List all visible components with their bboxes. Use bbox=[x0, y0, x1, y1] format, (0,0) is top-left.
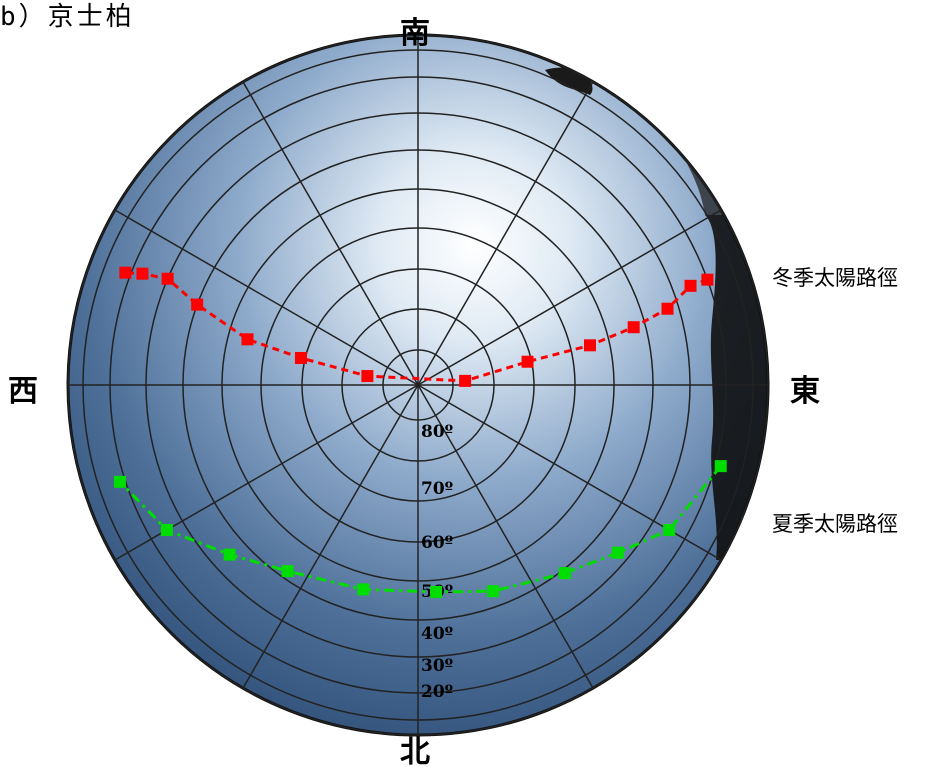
summer-sun-position-point-8 bbox=[294, 351, 307, 364]
summer-sun-position-point-2 bbox=[661, 302, 674, 315]
winter-sun-position-point-1 bbox=[663, 524, 676, 536]
summer-sun-position-line bbox=[125, 271, 708, 383]
winter-sun-position-point-2 bbox=[611, 546, 624, 559]
winter-sun-position-point-7 bbox=[281, 565, 294, 578]
figure-caption: b）京士柏 bbox=[0, 2, 135, 32]
summer-sun-position-point-13 bbox=[119, 266, 132, 279]
summer-sun-path bbox=[119, 266, 714, 387]
winter-sun-position-point-4 bbox=[487, 585, 500, 598]
winter-sun-position-point-6 bbox=[357, 583, 370, 596]
ring-label-0: 80º bbox=[421, 422, 453, 442]
winter-sun-path bbox=[113, 460, 727, 598]
summer-sun-position-point-1 bbox=[684, 279, 697, 292]
direction-east: 東 bbox=[790, 374, 820, 409]
winter-sun-position-point-9 bbox=[160, 524, 173, 536]
azimuth-spoke-10 bbox=[114, 209, 419, 386]
summer-sun-position-point-0 bbox=[701, 273, 714, 286]
summer-sun-position-point-3 bbox=[627, 321, 640, 334]
winter-sun-position-point-8 bbox=[223, 548, 236, 561]
azimuth-spoke-11 bbox=[242, 81, 419, 386]
summer-sun-position-point-7 bbox=[361, 370, 374, 383]
ring-label-1: 70º bbox=[421, 479, 453, 499]
tree-obstruction-east bbox=[705, 215, 768, 560]
direction-north: 北 bbox=[400, 735, 430, 767]
azimuth-spoke-7 bbox=[242, 384, 419, 689]
winter-sun-position-point-5 bbox=[430, 585, 443, 598]
summer-sun-position-point-6 bbox=[459, 374, 472, 387]
legend-winter-path: 冬季太陽路徑 bbox=[772, 266, 898, 290]
azimuth-spoke-5 bbox=[417, 384, 594, 689]
azimuth-spoke-1 bbox=[417, 81, 594, 386]
winter-sun-position-point-3 bbox=[558, 567, 571, 580]
winter-sun-position-point-10 bbox=[113, 475, 126, 488]
summer-sun-position-point-4 bbox=[583, 339, 596, 352]
ring-label-5: 30º bbox=[421, 656, 453, 676]
ring-label-6: 20º bbox=[421, 682, 453, 702]
polar-grid: 80º70º60º50º40º30º20º bbox=[67, 34, 769, 736]
direction-west: 西 bbox=[8, 374, 38, 409]
ring-label-4: 40º bbox=[421, 624, 453, 644]
direction-south: 南 bbox=[400, 16, 430, 51]
summer-sun-position-point-5 bbox=[521, 355, 534, 368]
summer-sun-position-point-12 bbox=[136, 267, 149, 280]
summer-sun-position-point-9 bbox=[241, 333, 254, 346]
summer-sun-position-point-10 bbox=[191, 298, 204, 311]
legend-summer-path: 夏季太陽路徑 bbox=[772, 512, 898, 536]
azimuth-spoke-2 bbox=[417, 209, 722, 386]
ring-label-2: 60º bbox=[421, 533, 453, 553]
winter-sun-position-point-0 bbox=[714, 460, 727, 473]
summer-sun-position-point-11 bbox=[161, 272, 174, 285]
